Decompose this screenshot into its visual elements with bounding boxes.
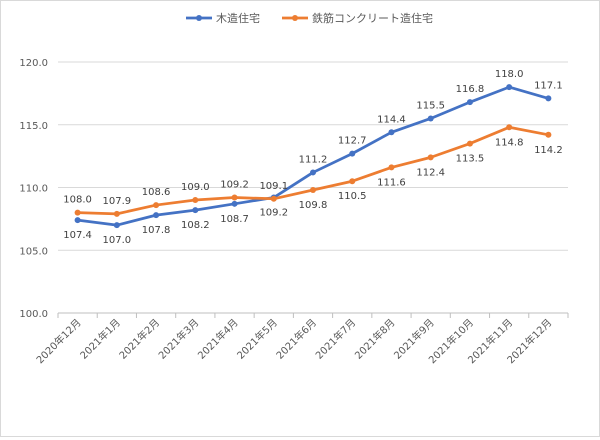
data-point [74, 217, 81, 224]
y-tick-label: 100.0 [19, 309, 48, 320]
data-label: 109.2 [220, 180, 249, 191]
data-label: 112.4 [416, 167, 445, 178]
data-label: 109.8 [299, 200, 328, 211]
data-label: 108.7 [220, 214, 249, 225]
data-label: 107.4 [63, 230, 92, 241]
data-label: 111.6 [377, 177, 406, 188]
x-tick-label: 2021年1月 [77, 316, 123, 362]
data-label: 107.9 [103, 196, 132, 207]
data-point [153, 212, 160, 219]
data-label: 114.8 [495, 137, 524, 148]
data-label: 108.0 [63, 195, 92, 206]
data-point [192, 197, 199, 204]
data-label: 117.1 [534, 80, 563, 91]
data-point [388, 164, 395, 171]
data-label: 109.1 [259, 181, 288, 192]
data-label: 107.0 [103, 235, 132, 246]
data-point [466, 140, 473, 147]
x-tick-label: 2021年7月 [313, 316, 359, 362]
data-point [113, 210, 120, 217]
data-point [427, 115, 434, 122]
x-tick-label: 2021年8月 [352, 316, 398, 362]
data-label: 114.4 [377, 114, 406, 125]
data-point [192, 207, 199, 214]
data-label: 109.2 [259, 208, 288, 219]
x-tick-label: 2020年12月 [33, 316, 83, 366]
y-tick-label: 105.0 [19, 246, 48, 257]
data-point [310, 187, 316, 194]
data-label: 113.5 [456, 154, 485, 165]
x-tick-label: 2021年3月 [156, 316, 202, 362]
data-label: 108.2 [181, 220, 210, 231]
data-point [427, 154, 434, 161]
data-point [349, 178, 356, 185]
data-label: 115.5 [416, 100, 445, 111]
data-point [545, 131, 552, 138]
x-tick-label: 2021年6月 [273, 316, 319, 362]
data-point [113, 222, 120, 229]
data-point [349, 150, 356, 157]
legend-marker [196, 15, 202, 21]
data-point [506, 124, 513, 131]
data-label: 108.6 [142, 187, 171, 198]
data-label: 107.8 [142, 225, 171, 236]
data-label: 118.0 [495, 69, 524, 80]
data-label: 109.0 [181, 182, 210, 193]
data-point [466, 99, 473, 106]
data-label: 110.5 [338, 191, 367, 202]
y-tick-label: 110.0 [19, 184, 48, 195]
data-point [231, 200, 238, 207]
legend-label: 木造住宅 [216, 11, 260, 25]
data-point [310, 169, 316, 176]
data-point [388, 129, 395, 136]
data-point [545, 95, 552, 102]
legend-marker [292, 15, 298, 21]
data-point [270, 195, 277, 202]
data-point [231, 194, 238, 201]
y-tick-label: 115.0 [19, 121, 48, 132]
data-label: 112.7 [338, 136, 367, 147]
x-tick-label: 2021年2月 [116, 316, 162, 362]
legend-label: 鉄筋コンクリート造住宅 [312, 11, 433, 25]
data-point [153, 202, 160, 209]
data-label: 114.2 [534, 145, 563, 156]
data-point [506, 84, 513, 91]
x-tick-label: 2021年4月 [195, 316, 241, 362]
data-label: 111.2 [299, 154, 328, 165]
y-tick-label: 120.0 [19, 58, 48, 69]
x-tick-label: 2021年5月 [234, 316, 280, 362]
data-label: 116.8 [456, 84, 485, 95]
data-point [74, 209, 81, 216]
